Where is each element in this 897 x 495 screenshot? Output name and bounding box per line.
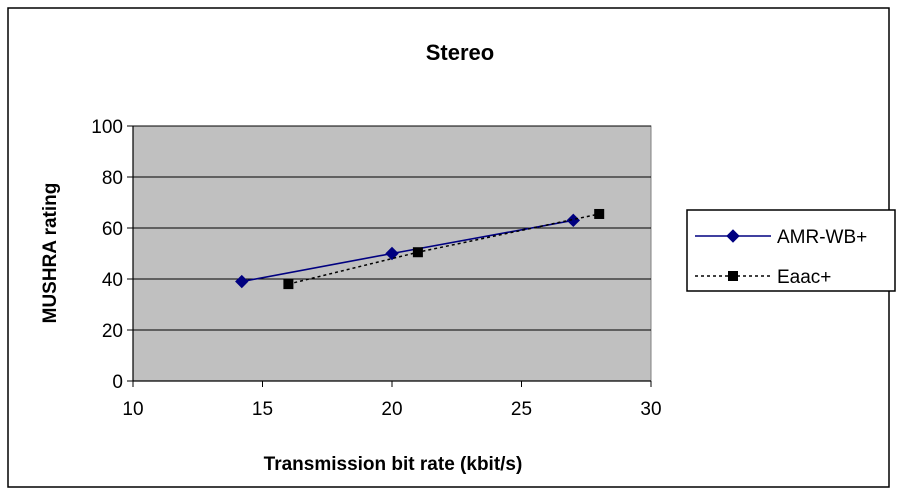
y-tick-label: 80 bbox=[102, 168, 123, 189]
legend-marker-amr-wb bbox=[726, 229, 740, 243]
x-tick-label: 20 bbox=[381, 399, 402, 420]
legend-label-eaac: Eaac+ bbox=[777, 267, 831, 288]
data-point-eaac bbox=[283, 279, 294, 290]
legend-box bbox=[686, 209, 896, 292]
gridlines bbox=[133, 125, 651, 331]
legend-marker-eaac bbox=[728, 271, 738, 281]
y-tick-label: 20 bbox=[102, 321, 123, 342]
y-tick-label: 0 bbox=[112, 372, 123, 393]
data-point-eaac bbox=[412, 247, 423, 258]
y-tick-label: 60 bbox=[102, 219, 123, 240]
y-axis-label: MUSHRA rating bbox=[40, 183, 61, 324]
x-tick-label: 25 bbox=[511, 399, 532, 420]
legend-label-amr-wb: AMR-WB+ bbox=[777, 227, 867, 248]
data-point-amr-wb bbox=[235, 274, 249, 289]
y-tick-label: 40 bbox=[102, 270, 123, 291]
x-axis-label: Transmission bit rate (kbit/s) bbox=[264, 454, 523, 475]
x-tick-label: 15 bbox=[252, 399, 273, 420]
x-tick-label: 10 bbox=[122, 399, 143, 420]
chart-title: Stereo bbox=[426, 40, 494, 65]
y-tick-label: 100 bbox=[91, 117, 123, 138]
data-point-amr-wb bbox=[385, 246, 399, 261]
axes bbox=[127, 125, 652, 387]
tick-labels: 0 20 40 60 80 100 10 15 20 25 30 bbox=[91, 117, 661, 420]
data-point-eaac bbox=[594, 208, 605, 219]
legend: AMR-WB+ Eaac+ bbox=[686, 209, 896, 292]
series-layer bbox=[235, 208, 605, 290]
x-tick-label: 30 bbox=[640, 399, 661, 420]
